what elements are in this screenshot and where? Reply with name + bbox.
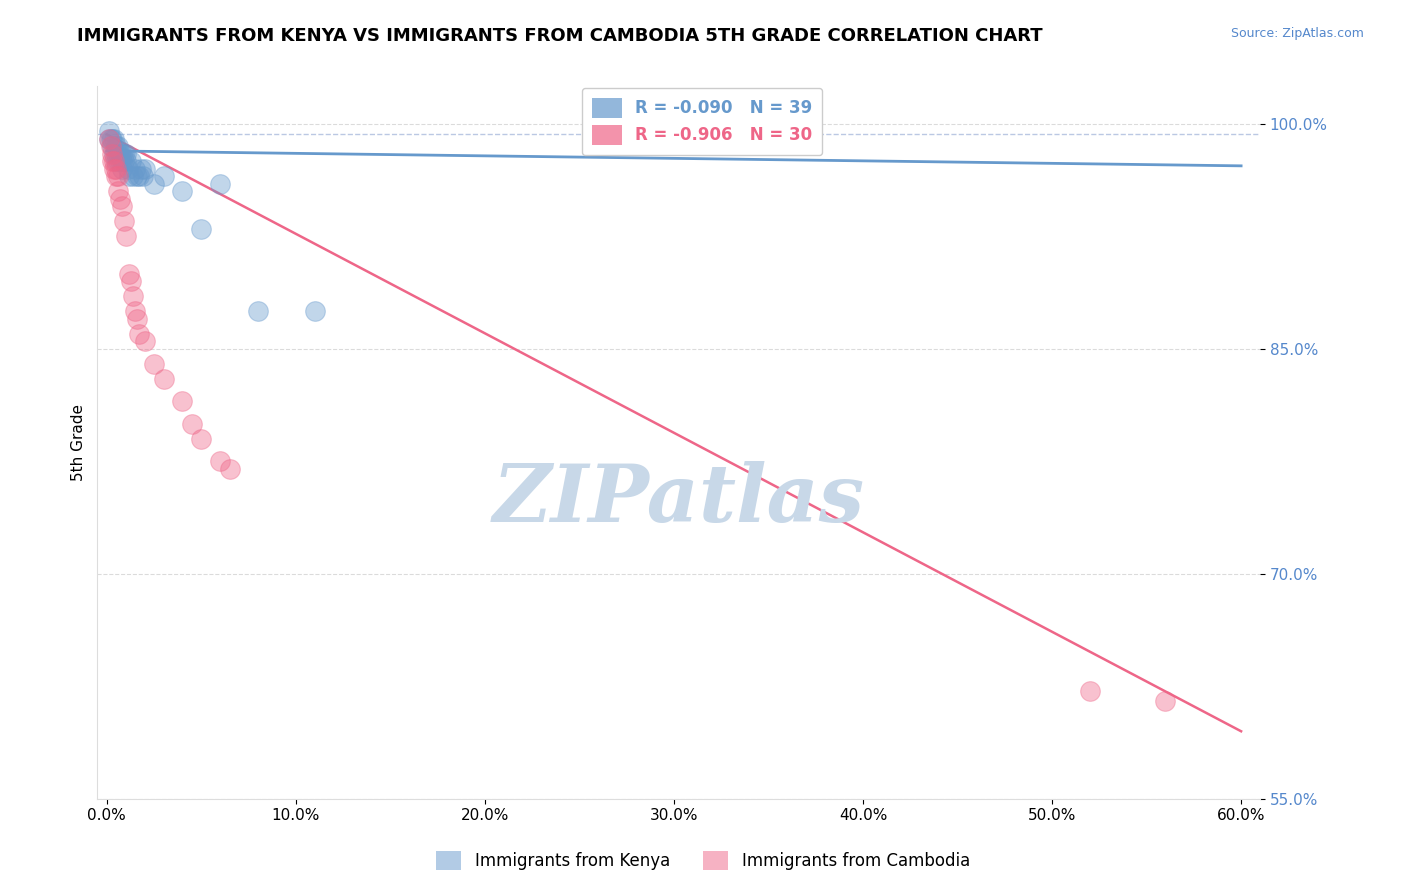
Point <box>101 139 124 153</box>
Point <box>180 417 202 431</box>
Point <box>105 146 128 161</box>
Point <box>128 169 150 184</box>
Point <box>132 169 155 184</box>
Text: ZIPatlas: ZIPatlas <box>492 461 865 538</box>
Point <box>124 161 146 176</box>
Point <box>100 132 122 146</box>
Point <box>112 146 135 161</box>
Point <box>1154 694 1177 708</box>
Point <box>114 229 136 244</box>
Point <box>107 169 129 184</box>
Point <box>190 222 212 236</box>
Point <box>122 169 145 184</box>
Point <box>108 146 131 161</box>
Point <box>97 124 120 138</box>
Point <box>111 199 134 213</box>
Point <box>101 146 124 161</box>
Point <box>124 304 146 318</box>
Point <box>108 154 131 169</box>
Point <box>129 161 152 176</box>
Point <box>143 177 166 191</box>
Point <box>112 154 135 169</box>
Point <box>105 169 128 184</box>
Point <box>125 169 148 184</box>
Point <box>209 454 232 468</box>
Point <box>125 311 148 326</box>
Point <box>111 161 134 176</box>
Point <box>108 192 131 206</box>
Point <box>134 161 156 176</box>
Point <box>105 154 128 169</box>
Point <box>118 267 141 281</box>
Point <box>107 154 129 169</box>
Point <box>122 289 145 303</box>
Point <box>107 139 129 153</box>
Point <box>172 185 194 199</box>
Point <box>152 372 174 386</box>
Point <box>114 146 136 161</box>
Point <box>103 132 125 146</box>
Legend: Immigrants from Kenya, Immigrants from Cambodia: Immigrants from Kenya, Immigrants from C… <box>430 844 976 877</box>
Point <box>111 146 134 161</box>
Point <box>100 139 122 153</box>
Point <box>172 394 194 409</box>
Point <box>134 334 156 349</box>
Point <box>97 132 120 146</box>
Point <box>218 462 240 476</box>
Text: IMMIGRANTS FROM KENYA VS IMMIGRANTS FROM CAMBODIA 5TH GRADE CORRELATION CHART: IMMIGRANTS FROM KENYA VS IMMIGRANTS FROM… <box>77 27 1043 45</box>
Legend: R = -0.090   N = 39, R = -0.906   N = 30: R = -0.090 N = 39, R = -0.906 N = 30 <box>582 87 823 155</box>
Point <box>107 185 129 199</box>
Point <box>117 161 139 176</box>
Point <box>114 154 136 169</box>
Point <box>143 357 166 371</box>
Point <box>120 274 142 288</box>
Point <box>152 169 174 184</box>
Point <box>1078 683 1101 698</box>
Point <box>103 154 125 169</box>
Point <box>107 146 129 161</box>
Point <box>105 161 128 176</box>
Point <box>101 132 124 146</box>
Point <box>111 154 134 169</box>
Point <box>190 432 212 446</box>
Y-axis label: 5th Grade: 5th Grade <box>72 404 86 481</box>
Point <box>118 169 141 184</box>
Point <box>105 139 128 153</box>
Text: Source: ZipAtlas.com: Source: ZipAtlas.com <box>1230 27 1364 40</box>
Point <box>103 146 125 161</box>
Point <box>247 304 270 318</box>
Point <box>103 161 125 176</box>
Point <box>101 154 124 169</box>
Point <box>128 326 150 341</box>
Point <box>209 177 232 191</box>
Point <box>97 132 120 146</box>
Point <box>120 154 142 169</box>
Point <box>112 214 135 228</box>
Point <box>304 304 326 318</box>
